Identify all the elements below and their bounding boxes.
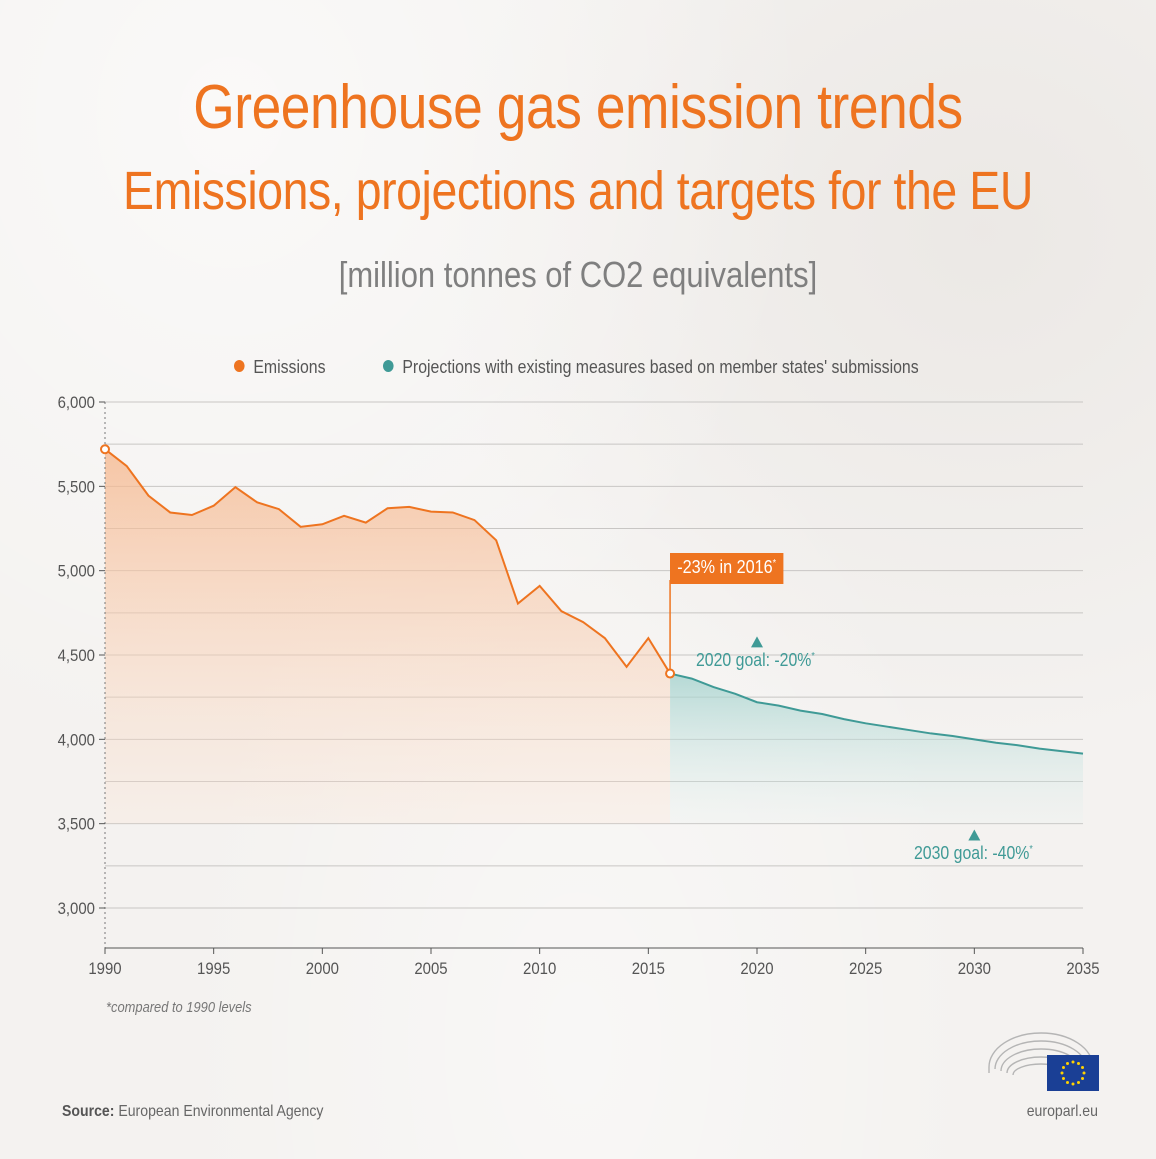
- unit-label: [million tonnes of CO2 equivalents]: [338, 254, 818, 295]
- x-tick-label: 1995: [197, 960, 230, 978]
- chart-title: Greenhouse gas emission trends: [193, 73, 963, 142]
- x-tick-label: 2020: [740, 960, 773, 978]
- eu-star-icon: [1060, 1071, 1064, 1075]
- eu-star-icon: [1061, 1066, 1065, 1069]
- legend-label-projections: Projections with existing measures based…: [402, 357, 919, 377]
- eu-star-icon: [1061, 1077, 1065, 1080]
- source-text: European Environmental Agency: [114, 1103, 324, 1120]
- callout-badge-text: -23% in 2016: [677, 557, 773, 577]
- x-tick-label: 2015: [632, 960, 665, 978]
- european-parliament-logo: [988, 1032, 1099, 1091]
- y-tick-label: 3,000: [58, 900, 96, 918]
- legend-item-projections: Projections with existing measures based…: [383, 357, 919, 378]
- goal-2020-asterisk: *: [811, 651, 815, 662]
- goal-marker-icon: [751, 636, 763, 648]
- x-tick-label: 2010: [523, 960, 556, 978]
- goal-marker-icon: [968, 829, 981, 841]
- eu-star-icon: [1081, 1077, 1085, 1080]
- y-tick-label: 3,500: [58, 816, 96, 834]
- y-tick-label: 5,000: [58, 563, 96, 581]
- callout-asterisk: *: [772, 558, 777, 569]
- x-tick-label: 2035: [1066, 960, 1099, 978]
- eu-star-icon: [1077, 1061, 1080, 1065]
- goal-label-2020: 2020 goal: -20%*: [696, 650, 815, 671]
- series-lines: [104, 448, 1084, 755]
- y-tick-label: 5,500: [58, 479, 96, 497]
- legend-item-emissions: Emissions: [234, 357, 326, 378]
- y-tick-label: 4,500: [58, 647, 96, 665]
- goal-2030-text: 2030 goal: -40%: [914, 843, 1030, 863]
- goal-2030-asterisk: *: [1029, 844, 1033, 855]
- eu-star-icon: [1071, 1060, 1075, 1064]
- axes: 3,000 3,500 4,000 4,500 5,000 5,500 6,000 1990 1…: [58, 394, 1100, 978]
- site-link[interactable]: europarl.eu: [1026, 1103, 1098, 1120]
- legend-dot-emissions: [234, 360, 245, 373]
- goal-label-2030: 2030 goal: -40%*: [914, 843, 1033, 864]
- eu-star-icon: [1081, 1066, 1085, 1069]
- x-tick-label: 1990: [88, 960, 121, 978]
- goal-2020-text: 2020 goal: -20%: [696, 650, 812, 670]
- y-tick-label: 6,000: [58, 394, 96, 412]
- eu-star-icon: [1071, 1082, 1075, 1086]
- x-tick-label: 2000: [306, 960, 339, 978]
- chart-marks: [100, 444, 981, 841]
- x-tick-label: 2030: [958, 960, 991, 978]
- source-credit: Source: European Environmental Agency: [62, 1103, 323, 1121]
- legend-dot-projections: [383, 360, 394, 373]
- source-label: Source:: [62, 1103, 115, 1120]
- area-fills: [105, 449, 1083, 824]
- chart-subtitle: Emissions, projections and targets for t…: [123, 161, 1033, 221]
- projections-area: [670, 673, 1083, 824]
- legend-label-emissions: Emissions: [253, 357, 326, 377]
- projections-line: [669, 672, 1084, 755]
- y-tick-label: 4,000: [58, 732, 96, 750]
- emissions-line: [104, 448, 671, 675]
- start-point-marker: [100, 444, 110, 455]
- x-tick-label: 2025: [849, 960, 882, 978]
- callout-point-marker: [665, 668, 676, 679]
- eu-star-icon: [1077, 1081, 1080, 1085]
- emissions-area: [105, 449, 671, 824]
- eu-star-icon: [1082, 1071, 1086, 1075]
- eu-star-icon: [1066, 1081, 1069, 1085]
- eu-star-icon: [1066, 1061, 1069, 1065]
- x-tick-label: 2005: [414, 960, 447, 978]
- footnote: *compared to 1990 levels: [106, 999, 252, 1016]
- callout-badge-2016: -23% in 2016*: [670, 553, 784, 584]
- eu-flag-icon: [1047, 1055, 1099, 1091]
